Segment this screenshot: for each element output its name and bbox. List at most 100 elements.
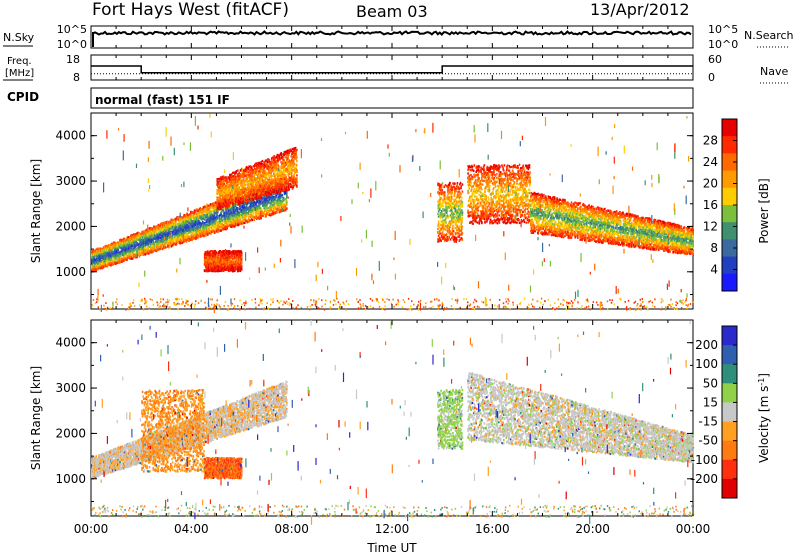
station-title: Fort Hays West (fitACF) — [92, 0, 289, 20]
scatter-cell — [199, 226, 202, 229]
scatter-cell — [263, 212, 265, 216]
scatter-cell — [131, 237, 133, 240]
scatter-cell — [193, 212, 196, 215]
scatter-cell — [199, 224, 202, 227]
scatter-cell — [228, 186, 230, 189]
scatter-cell — [175, 232, 177, 235]
scatter-cell — [163, 244, 165, 247]
scatter-cell — [128, 236, 130, 239]
scatter-cell — [195, 236, 197, 239]
scatter-cell — [177, 236, 180, 239]
nave-tick-top: 60 — [708, 53, 722, 66]
scatter-cell — [200, 222, 202, 225]
scatter-cell — [173, 238, 175, 241]
scatter-cell — [279, 197, 282, 200]
scatter-cell — [106, 248, 109, 251]
scatter-cell — [190, 213, 193, 217]
scatter-cell — [265, 215, 267, 218]
scatter-cell — [203, 218, 206, 221]
freq-line — [91, 65, 693, 74]
scatter-cell — [104, 249, 107, 252]
scatter-cell — [205, 234, 207, 237]
scatter-cell — [113, 256, 116, 260]
scatter-cell — [119, 261, 121, 264]
scatter-cell — [229, 214, 231, 217]
scatter-cell — [146, 234, 149, 237]
scatter-cell — [203, 223, 206, 226]
scatter-cell — [202, 216, 204, 219]
scatter-cell — [245, 205, 248, 208]
scatter-cell — [202, 206, 205, 209]
scatter-cell — [204, 209, 207, 212]
scatter-cell — [142, 253, 144, 256]
scatter-cell — [136, 236, 139, 239]
scatter-cell — [161, 246, 163, 249]
scatter-cell — [135, 243, 138, 246]
scatter-cell — [193, 229, 195, 232]
scatter-cell — [193, 214, 196, 217]
scatter-cell — [131, 249, 134, 253]
scatter-cell — [174, 236, 176, 239]
scatter-cell — [189, 218, 192, 221]
scatter-cell — [172, 230, 175, 233]
scatter-cell — [133, 239, 135, 242]
scatter-cell — [124, 243, 127, 246]
scatter-cell — [103, 257, 106, 260]
scatter-cell — [130, 257, 133, 260]
scatter-cell — [190, 220, 193, 223]
scatter-cell — [97, 248, 100, 252]
scatter-cell — [151, 245, 154, 248]
scatter-cell — [91, 254, 94, 257]
scatter-cell — [178, 229, 180, 232]
scatter-cell — [149, 227, 151, 230]
scatter-cell — [148, 251, 150, 254]
scatter-cell — [158, 225, 160, 228]
scatter-cell — [161, 234, 164, 238]
scatter-cell — [151, 231, 154, 234]
scatter-cell — [286, 207, 288, 210]
scatter-cell — [181, 234, 183, 237]
scatter-cell — [201, 231, 203, 234]
scatter-cell — [116, 251, 118, 254]
scatter-cell — [164, 242, 166, 245]
scatter-cell — [108, 250, 111, 253]
scatter-cell — [197, 237, 199, 240]
power-scatter — [91, 113, 694, 314]
scatter-cell — [160, 244, 162, 247]
scatter-cell — [165, 228, 167, 231]
scatter-cell — [144, 242, 147, 245]
scatter-cell — [151, 243, 153, 246]
scatter-cell — [156, 244, 159, 248]
scatter-cell — [174, 226, 176, 229]
scatter-cell — [112, 262, 115, 265]
scatter-cell — [111, 249, 113, 252]
scatter-cell — [202, 217, 205, 220]
scatter-cell — [172, 233, 175, 236]
scatter-cell — [193, 218, 196, 221]
scatter-cell — [179, 218, 181, 221]
date-label: 13/Apr/2012 — [590, 0, 690, 19]
scatter-cell — [185, 214, 187, 217]
scatter-cell — [196, 225, 198, 228]
scatter-cell — [163, 229, 166, 232]
scatter-cell — [130, 255, 133, 259]
scatter-cell — [237, 180, 240, 183]
scatter-cell — [112, 251, 114, 254]
scatter-cell — [204, 233, 207, 236]
scatter-cell — [149, 236, 151, 239]
scatter-cell — [173, 229, 176, 232]
cpid-frame — [90, 87, 694, 109]
scatter-cell — [107, 257, 109, 260]
scatter-cell — [91, 258, 93, 261]
scatter-cell — [124, 237, 127, 241]
scatter-cell — [220, 211, 223, 214]
scatter-cell — [188, 231, 191, 234]
scatter-cell — [173, 237, 175, 240]
scatter-cell — [111, 247, 114, 250]
scatter-cell — [158, 237, 160, 240]
scatter-cell — [198, 213, 201, 216]
scatter-cell — [95, 258, 97, 261]
scatter-cell — [205, 229, 208, 232]
